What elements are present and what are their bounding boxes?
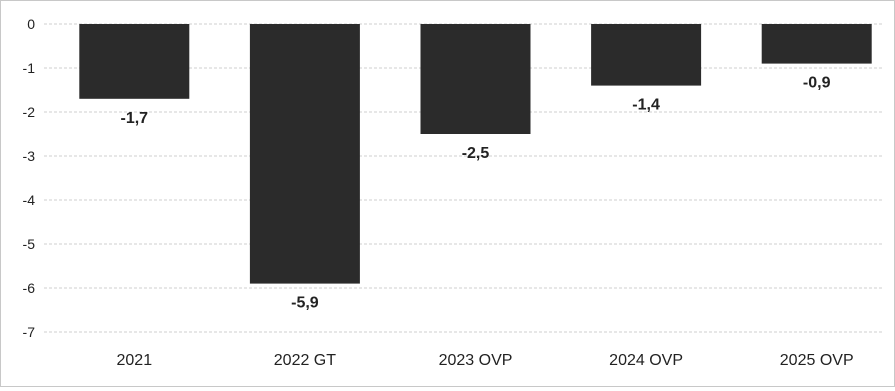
y-tick-label: -7 <box>23 324 36 340</box>
bar <box>591 24 702 86</box>
bar <box>79 24 190 99</box>
y-tick-label: -5 <box>23 236 36 252</box>
y-tick-label: -3 <box>23 148 36 164</box>
y-tick-label: -2 <box>23 104 36 120</box>
x-axis-tick-labels: 2021 2022 GT 2023 OVP 2024 OVP 2025 OVP <box>117 352 854 369</box>
data-label: -1,4 <box>632 97 660 114</box>
x-tick-label: 2021 <box>117 352 153 369</box>
x-tick-label: 2022 GT <box>274 352 336 369</box>
data-label: -2,5 <box>462 145 490 162</box>
y-tick-label: -6 <box>23 280 36 296</box>
data-label: -1,7 <box>121 110 149 127</box>
x-tick-label: 2025 OVP <box>780 352 854 369</box>
y-axis-tick-labels: 0 -1 -2 -3 -4 -5 -6 -7 <box>23 16 36 340</box>
x-tick-label: 2024 OVP <box>609 352 683 369</box>
y-tick-label: 0 <box>27 16 35 32</box>
y-tick-label: -4 <box>23 192 36 208</box>
bars <box>79 24 872 284</box>
data-label: -0,9 <box>803 75 831 92</box>
bar <box>761 24 872 64</box>
x-tick-label: 2023 OVP <box>439 352 513 369</box>
bar <box>249 24 360 284</box>
data-label: -5,9 <box>291 295 319 312</box>
bar <box>420 24 531 134</box>
y-tick-label: -1 <box>23 60 36 76</box>
data-labels: -1,7 -5,9 -2,5 -1,4 -0,9 <box>121 75 831 312</box>
